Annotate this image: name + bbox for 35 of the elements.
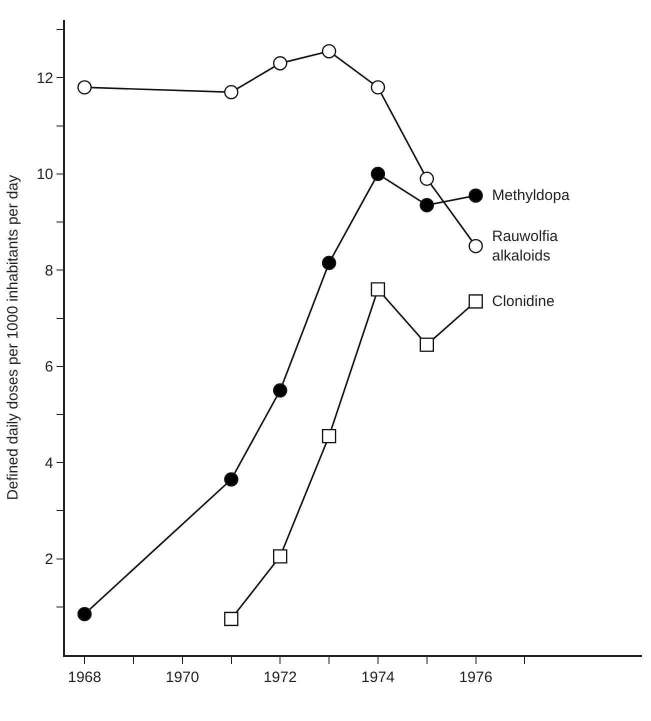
series-label: Rauwolfia alkaloids bbox=[492, 228, 559, 264]
point bbox=[420, 338, 434, 352]
point bbox=[370, 166, 386, 182]
point bbox=[370, 282, 386, 297]
point bbox=[273, 549, 288, 564]
y-tick-label: 6 bbox=[44, 358, 54, 376]
point bbox=[224, 472, 238, 487]
point bbox=[77, 606, 92, 622]
point bbox=[420, 172, 434, 186]
point bbox=[420, 198, 434, 212]
point bbox=[224, 612, 238, 626]
x-tick-label: 1970 bbox=[166, 668, 200, 686]
point bbox=[322, 44, 336, 58]
point bbox=[224, 85, 238, 100]
point bbox=[370, 80, 386, 94]
point bbox=[322, 256, 336, 270]
point bbox=[322, 428, 336, 444]
series-label: Methyldopa bbox=[492, 187, 570, 204]
point bbox=[273, 383, 288, 398]
y-axis-title: Defined daily doses per 1000 inhabitants per day bbox=[4, 174, 22, 500]
point bbox=[468, 294, 483, 309]
x-tick-label: 1974 bbox=[361, 668, 395, 686]
y-tick-label: 8 bbox=[44, 262, 54, 280]
point bbox=[468, 238, 483, 254]
y-tick-label: 10 bbox=[36, 166, 54, 184]
y-tick-label: 4 bbox=[44, 454, 54, 472]
y-tick-label: 2 bbox=[44, 551, 54, 568]
x-tick-label: 1972 bbox=[263, 668, 297, 686]
y-tick-label: 12 bbox=[36, 70, 54, 87]
point bbox=[273, 56, 288, 70]
x-tick-label: 1968 bbox=[68, 668, 102, 686]
series-label: Clonidine bbox=[492, 293, 555, 310]
point bbox=[468, 188, 483, 203]
point bbox=[77, 80, 92, 94]
x-tick-label: 1976 bbox=[459, 668, 492, 686]
